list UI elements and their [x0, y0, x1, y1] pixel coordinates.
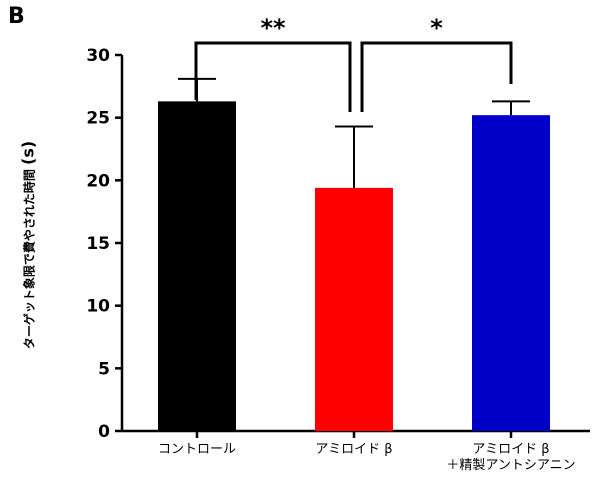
y-tick-label-20: 20 [86, 171, 110, 191]
y-tick-label-25: 25 [86, 109, 110, 129]
significance-bracket-1 [360, 41, 513, 112]
y-tick-label-15: 15 [86, 234, 110, 254]
x-tick-label-0-0: コントロール [158, 442, 236, 457]
significance-label-0: ** [260, 14, 286, 42]
panel-label: B [8, 4, 25, 29]
bar-0 [158, 101, 236, 431]
x-tick-label-2-1: ＋精製アントシアニン [446, 458, 575, 473]
y-tick-label-30: 30 [86, 46, 110, 66]
x-tick-label-2-0: アミロイド β [472, 442, 549, 457]
bar-1 [315, 187, 393, 431]
y-tick-label-0: 0 [98, 422, 110, 442]
bar-2 [472, 115, 550, 431]
x-tick-label-1-0: アミロイド β [315, 442, 392, 457]
significance-bracket-0 [194, 41, 352, 112]
y-tick-label-5: 5 [98, 359, 110, 379]
y-tick-label-10: 10 [86, 297, 110, 317]
significance-label-1: * [430, 14, 443, 42]
